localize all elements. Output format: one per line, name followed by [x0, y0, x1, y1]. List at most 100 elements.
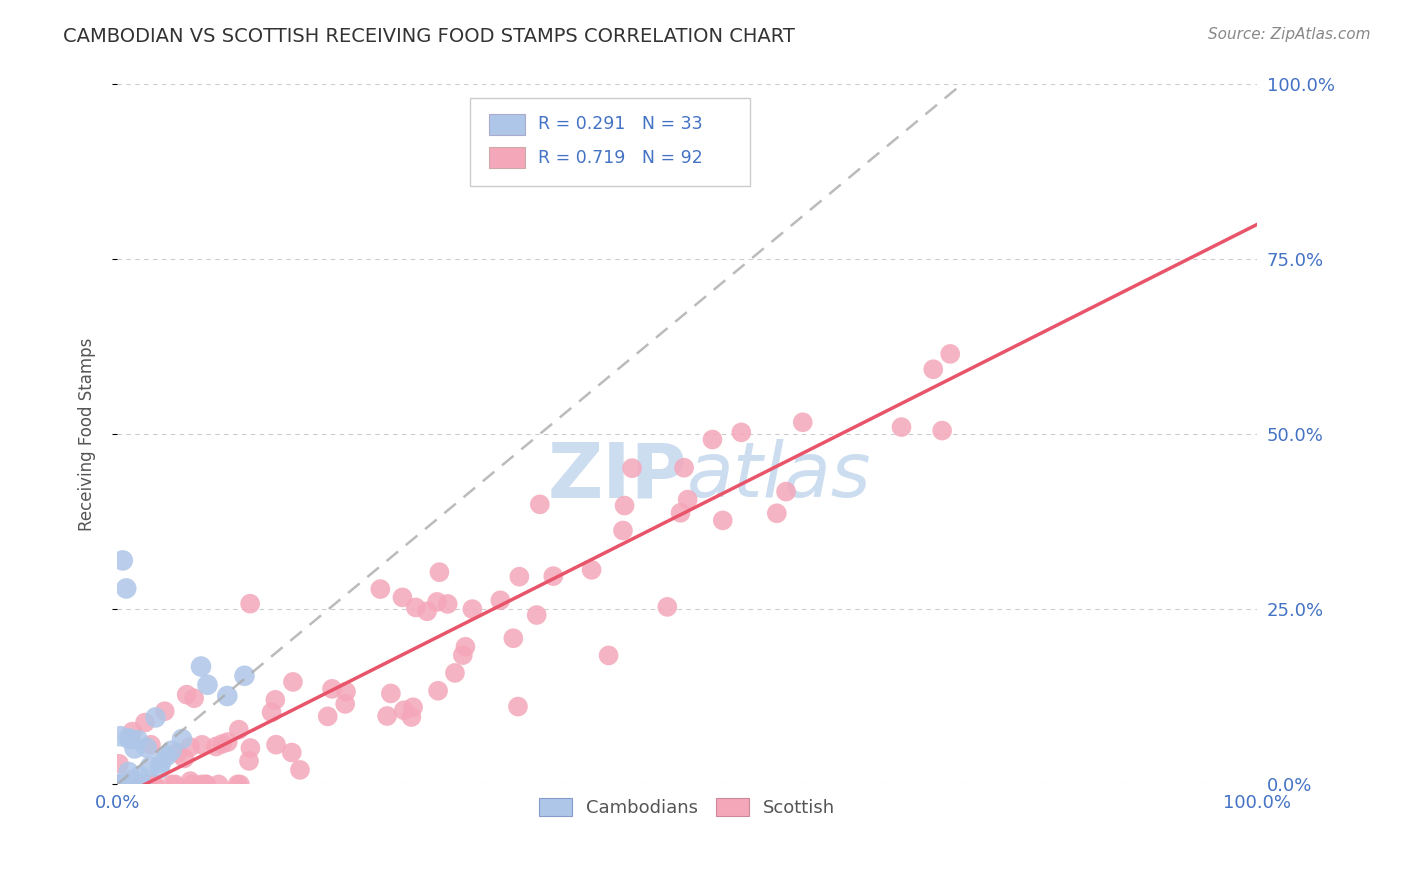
Point [111, 553, 134, 567]
Point [316, 709, 339, 723]
Point [124, 741, 146, 756]
Point [107, 777, 129, 791]
Point [621, 461, 644, 475]
Point [117, 777, 139, 791]
Point [118, 776, 141, 790]
Point [730, 425, 752, 440]
Point [136, 777, 159, 791]
Text: CAMBODIAN VS SCOTTISH RECEIVING FOOD STAMPS CORRELATION CHART: CAMBODIAN VS SCOTTISH RECEIVING FOOD STA… [63, 27, 796, 45]
Point [657, 599, 679, 614]
Point [238, 754, 260, 768]
Point [612, 524, 634, 538]
Point [598, 648, 620, 663]
Point [179, 739, 201, 754]
Point [775, 484, 797, 499]
Point [149, 762, 172, 776]
Point [166, 746, 188, 760]
Point [416, 604, 439, 618]
Point [792, 415, 814, 429]
Point [380, 686, 402, 700]
Point [145, 710, 167, 724]
Point [110, 777, 132, 791]
Point [190, 659, 212, 673]
Point [183, 691, 205, 706]
Point [128, 769, 150, 783]
Point [197, 678, 219, 692]
Point [156, 748, 179, 763]
Point [121, 724, 143, 739]
FancyBboxPatch shape [489, 114, 526, 135]
Point [239, 741, 262, 756]
Point [673, 460, 696, 475]
Point [281, 674, 304, 689]
Point [321, 681, 343, 696]
Point [581, 563, 603, 577]
Point [335, 697, 357, 711]
Point [127, 733, 149, 747]
Point [108, 777, 131, 791]
Point [108, 777, 131, 791]
Point [508, 569, 530, 583]
Point [111, 777, 134, 791]
Point [702, 433, 724, 447]
Point [264, 693, 287, 707]
Point [401, 710, 423, 724]
Point [529, 497, 551, 511]
Point [142, 776, 165, 790]
Point [392, 703, 415, 717]
Point [108, 756, 131, 771]
Point [669, 506, 692, 520]
Point [139, 738, 162, 752]
Point [112, 777, 135, 791]
Point [160, 744, 183, 758]
Point [131, 777, 153, 791]
Point [281, 746, 304, 760]
Point [120, 773, 142, 788]
Point [110, 777, 132, 791]
Point [176, 688, 198, 702]
Point [105, 777, 128, 791]
Point [429, 565, 451, 579]
Point [108, 777, 131, 791]
Point [139, 759, 162, 773]
Text: R = 0.291   N = 33: R = 0.291 N = 33 [537, 115, 703, 133]
Point [135, 740, 157, 755]
Point [229, 777, 252, 791]
Legend: Cambodians, Scottish: Cambodians, Scottish [531, 790, 842, 824]
Point [427, 683, 450, 698]
Y-axis label: Receiving Food Stamps: Receiving Food Stamps [79, 338, 96, 531]
Point [711, 513, 734, 527]
Point [922, 362, 945, 376]
Point [170, 731, 193, 746]
Text: Source: ZipAtlas.com: Source: ZipAtlas.com [1208, 27, 1371, 42]
Point [110, 729, 132, 743]
Point [444, 665, 467, 680]
Point [405, 600, 427, 615]
Point [451, 648, 474, 662]
Point [107, 777, 129, 791]
Point [143, 777, 166, 791]
Point [195, 777, 218, 791]
Point [239, 597, 262, 611]
Point [134, 715, 156, 730]
Point [461, 602, 484, 616]
Point [226, 777, 249, 791]
Point [191, 738, 214, 752]
Point [676, 492, 699, 507]
Text: ZIP: ZIP [547, 440, 688, 514]
Point [117, 777, 139, 791]
Point [543, 569, 565, 583]
Point [288, 763, 311, 777]
Point [489, 593, 512, 607]
Point [150, 755, 173, 769]
Point [506, 699, 529, 714]
Point [939, 347, 962, 361]
Point [205, 739, 228, 754]
Point [613, 499, 636, 513]
Point [125, 774, 148, 789]
Point [526, 608, 548, 623]
Point [118, 731, 141, 746]
FancyBboxPatch shape [489, 147, 526, 169]
Point [115, 582, 138, 596]
Point [931, 424, 953, 438]
